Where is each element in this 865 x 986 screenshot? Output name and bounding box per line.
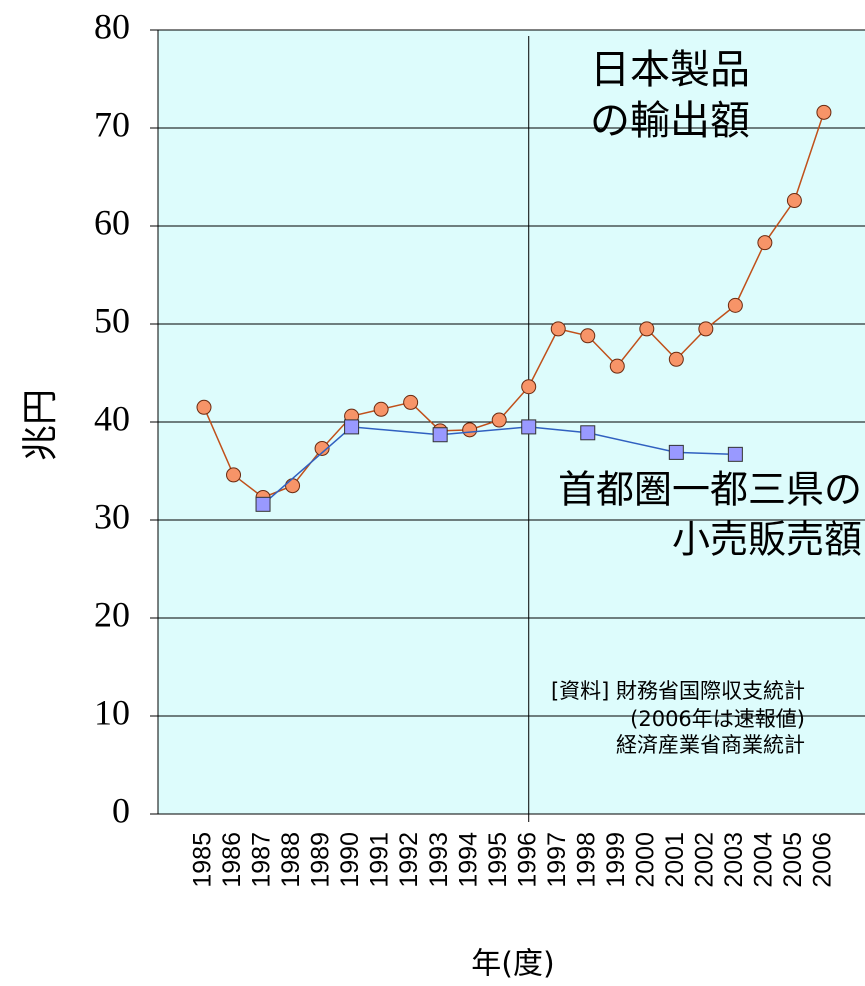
marker — [668, 444, 684, 460]
marker — [757, 235, 773, 251]
marker — [314, 440, 330, 456]
marker — [668, 351, 684, 367]
x-tick-label: 2003 — [720, 832, 748, 888]
marker — [816, 104, 832, 120]
x-tick-label: 1995 — [484, 832, 512, 888]
annotation: 日本製品 — [590, 47, 750, 93]
annotation: (2006年は速報値) — [630, 707, 805, 731]
y-tick-label: 60 — [94, 202, 130, 242]
x-tick-label: 2005 — [779, 832, 807, 888]
x-tick-label: 1994 — [454, 832, 482, 888]
x-tick-label: 1999 — [602, 832, 630, 888]
marker — [727, 446, 743, 462]
marker — [698, 321, 714, 337]
marker — [609, 358, 625, 374]
x-tick-label: 2000 — [631, 832, 659, 888]
marker — [462, 422, 478, 438]
annotation: 首都圏一都三県の — [558, 468, 862, 512]
y-tick-label: 50 — [94, 300, 130, 340]
marker — [255, 496, 271, 512]
marker — [727, 297, 743, 313]
y-tick-label: 0 — [112, 790, 130, 830]
y-tick-label: 30 — [94, 496, 130, 536]
marker — [580, 328, 596, 344]
marker — [491, 412, 507, 428]
x-tick-label: 2002 — [690, 832, 718, 888]
x-tick-label: 1988 — [277, 832, 305, 888]
marker — [373, 401, 389, 417]
marker — [226, 467, 242, 483]
marker — [196, 399, 212, 415]
x-tick-label: 1986 — [218, 832, 246, 888]
x-tick-label: 1997 — [543, 832, 571, 888]
marker — [639, 321, 655, 337]
series-line — [203, 112, 825, 499]
x-tick-label: 2004 — [749, 832, 777, 888]
x-tick-label: 1993 — [425, 832, 453, 888]
x-tick-label: 2001 — [661, 832, 689, 888]
x-tick-label: 1987 — [248, 832, 276, 888]
y-tick-label: 10 — [94, 692, 130, 732]
y-tick-label: 80 — [94, 6, 130, 46]
marker — [432, 427, 448, 443]
y-axis-label: 兆円 — [20, 389, 61, 461]
x-tick-label: 1991 — [366, 832, 394, 888]
marker — [403, 394, 419, 410]
marker — [344, 419, 360, 435]
annotation: [資料] 財務省国際収支統計 — [551, 679, 805, 703]
x-tick-label: 2006 — [809, 832, 837, 888]
marker — [580, 425, 596, 441]
annotation: 経済産業省商業統計 — [616, 733, 805, 757]
annotation: 小売販売額 — [672, 518, 862, 562]
x-tick-label: 1998 — [572, 832, 600, 888]
marker — [521, 419, 537, 435]
y-tick-label: 20 — [94, 594, 130, 634]
y-tick-label: 40 — [94, 398, 130, 438]
x-tick-label: 1989 — [307, 832, 335, 888]
x-tick-label: 1990 — [336, 832, 364, 888]
y-tick-label: 70 — [94, 104, 130, 144]
marker — [786, 193, 802, 209]
marker — [521, 379, 537, 395]
x-tick-label: 1985 — [189, 832, 217, 888]
marker — [550, 321, 566, 337]
x-tick-label: 1992 — [395, 832, 423, 888]
marker — [285, 478, 301, 494]
annotation: の輸出額 — [590, 98, 750, 144]
x-axis-label: 年(度) — [471, 947, 554, 982]
x-tick-label: 1996 — [513, 832, 541, 888]
